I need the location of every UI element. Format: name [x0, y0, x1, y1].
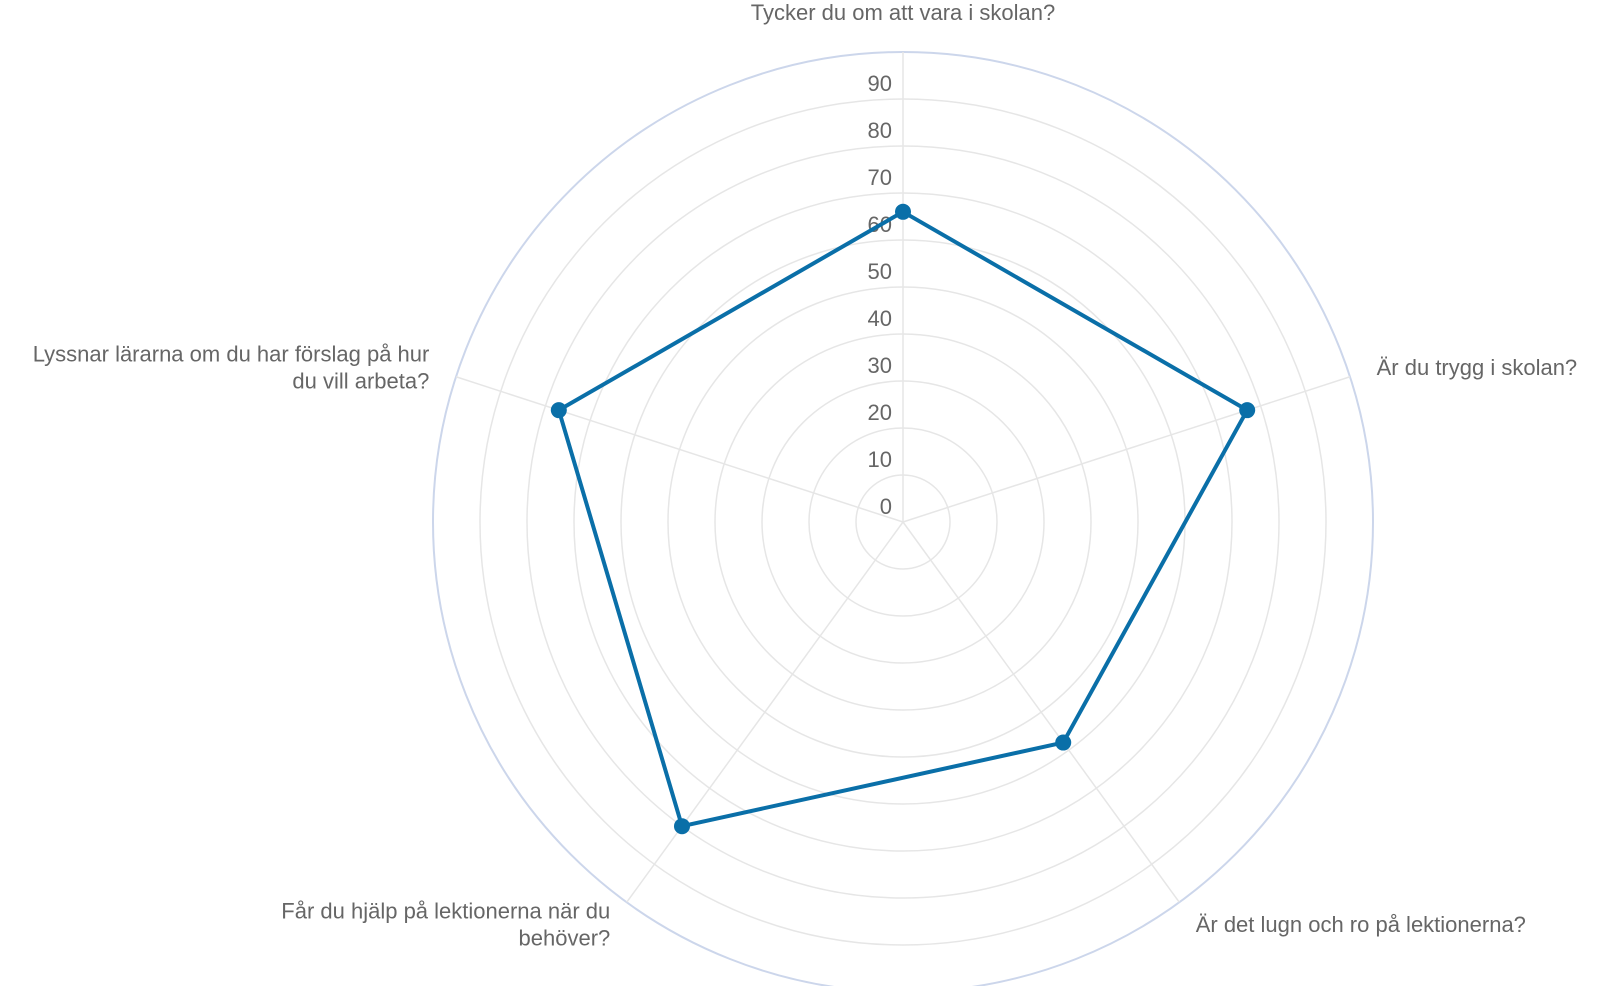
grid-layer [432, 51, 1374, 986]
series-0-point-2 [1055, 734, 1072, 751]
category-label-4-line-0: Lyssnar lärarna om du har förslag på hur [33, 342, 430, 367]
category-label-2: Är det lugn och ro på lektionerna? [1196, 912, 1526, 937]
category-label-0: Tycker du om att vara i skolan? [751, 0, 1055, 25]
spoke-1 [902, 376, 1351, 523]
radial-tick-label-70: 70 [868, 165, 892, 190]
series-0-point-0 [895, 203, 911, 220]
series-0-line [556, 209, 1250, 829]
radial-tick-label-10: 10 [868, 447, 892, 472]
radial-tick-label-20: 20 [868, 400, 892, 425]
radial-tick-label-90: 90 [868, 71, 892, 96]
category-label-3-line-0: Får du hjälp på lektionerna när du [281, 898, 610, 923]
category-label-2-line-0: Är det lugn och ro på lektionerna? [1196, 912, 1526, 937]
radial-tick-label-50: 50 [868, 259, 892, 284]
series-layer [550, 203, 1256, 835]
radial-tick-label-0: 0 [880, 494, 892, 519]
category-label-4: Lyssnar lärarna om du har förslag på hur… [33, 342, 430, 394]
series-0-point-4 [550, 402, 567, 419]
category-label-1-line-0: Är du trygg i skolan? [1377, 355, 1578, 380]
radial-tick-label-40: 40 [868, 306, 892, 331]
category-label-3: Får du hjälp på lektionerna när du behöve… [281, 898, 610, 950]
category-label-3-line-1: behöver? [519, 925, 611, 950]
category-labels: Tycker du om att vara i skolan? Är du try… [33, 0, 1577, 950]
radial-tick-label-30: 30 [868, 353, 892, 378]
spoke-2 [902, 521, 1180, 903]
category-label-1: Är du trygg i skolan? [1377, 355, 1578, 380]
radial-tick-label-80: 80 [868, 118, 892, 143]
spoke-4 [455, 376, 904, 523]
category-label-0-line-0: Tycker du om att vara i skolan? [751, 0, 1055, 25]
series-0-point-3 [673, 818, 690, 835]
category-label-4-line-1: du vill arbeta? [292, 369, 429, 394]
series-0-point-1 [1239, 402, 1256, 419]
spoke-3 [626, 521, 904, 903]
